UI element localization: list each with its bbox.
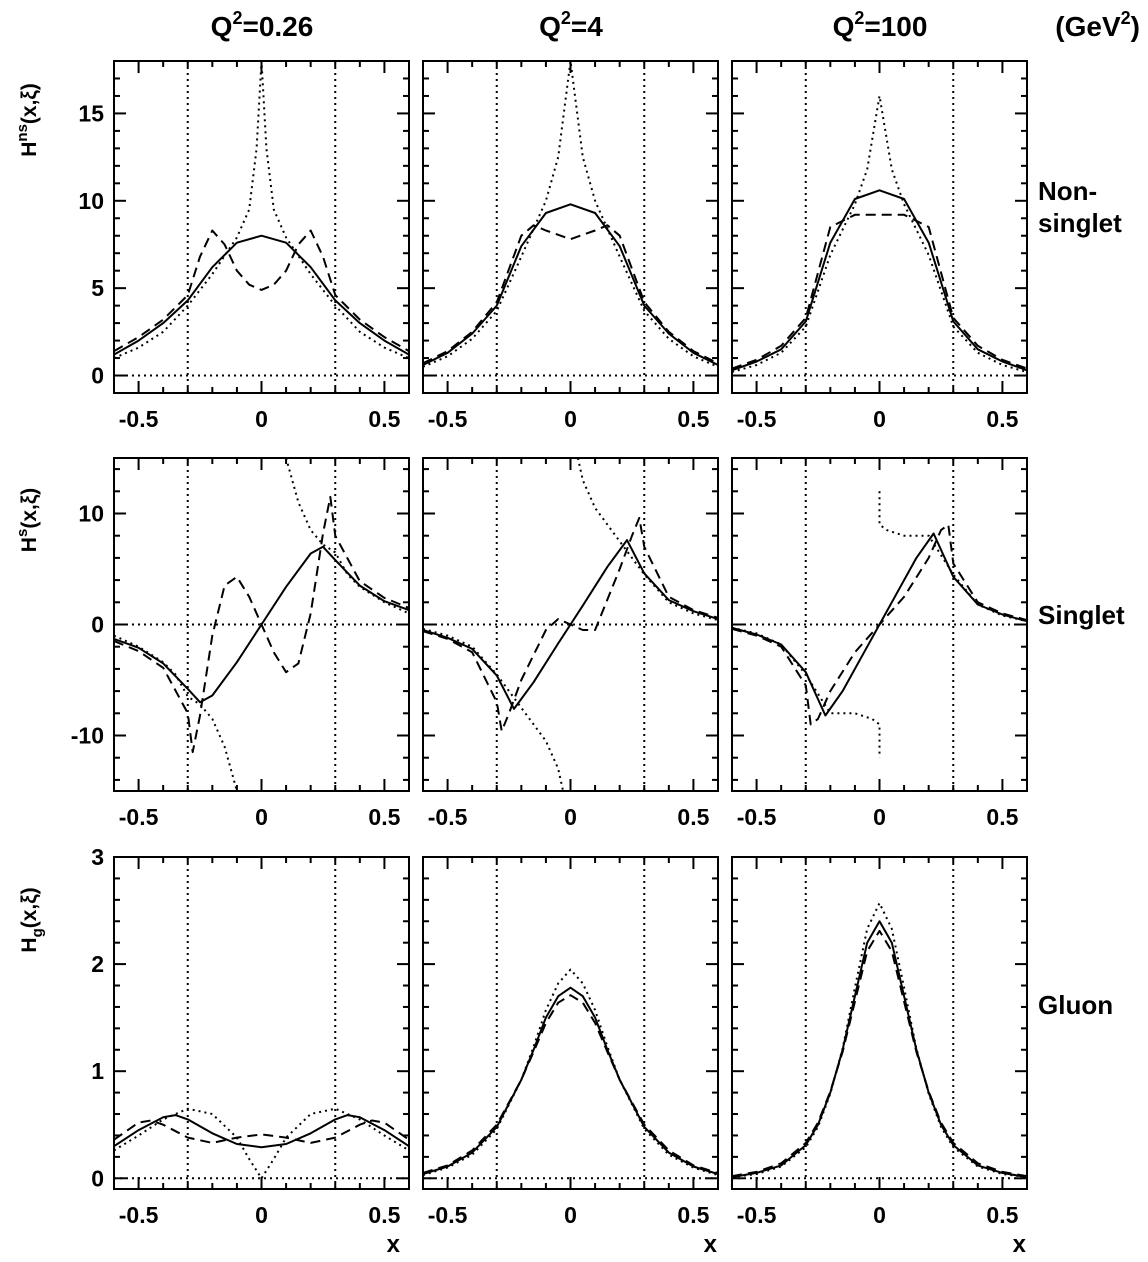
series-line-dashed <box>114 229 409 352</box>
row-label-non-singlet: Non-singlet <box>1038 176 1122 238</box>
chart-panel-s-0: -0.5 0 0.5 -10 0 10 <box>71 457 410 830</box>
x-tick-label: 0 <box>564 406 577 432</box>
series-line-solid <box>114 1114 409 1149</box>
plot-frame <box>113 60 410 394</box>
x-axis-label: x <box>387 1231 401 1258</box>
x-tick-label: 0 <box>873 804 886 830</box>
series-line-dotted <box>576 458 718 622</box>
x-tick-label: -0.5 <box>737 406 777 432</box>
x-tick-label: 0.5 <box>677 1202 709 1228</box>
plot-frame <box>422 60 719 394</box>
series-line-dotted <box>423 627 565 791</box>
x-tick-label: 0 <box>564 804 577 830</box>
y-tick-label: 1 <box>91 1058 104 1084</box>
row-label-singlet: Singlet <box>1038 600 1125 630</box>
y-tick-label: 2 <box>91 951 104 977</box>
y-tick-label: 0 <box>91 612 104 638</box>
y-tick-label: 0 <box>91 1165 104 1191</box>
y-axis-label-hs: Hs(x,ξ) <box>14 488 41 552</box>
series-line-dashed <box>423 994 718 1174</box>
series-line-dotted <box>732 94 1027 373</box>
y-tick-label: 10 <box>78 501 104 527</box>
series-line-dashed <box>423 224 718 365</box>
row-label-gluon: Gluon <box>1038 990 1113 1020</box>
series-line-dotted <box>285 458 409 615</box>
y-tick-label: 5 <box>91 275 104 301</box>
series-line-solid <box>732 920 1027 1179</box>
plot-frame <box>731 856 1028 1190</box>
x-tick-label: 0 <box>255 804 268 830</box>
x-tick-label: -0.5 <box>737 1202 777 1228</box>
y-tick-label: -10 <box>71 723 104 749</box>
x-tick-label: 0 <box>873 406 886 432</box>
series-line-dotted <box>114 634 238 791</box>
x-tick-label: 0 <box>564 1202 577 1228</box>
series-line-dashed <box>423 516 718 733</box>
series-line-dashed <box>732 213 1027 370</box>
chart-panel-g-2: -0.5 0 0.5 <box>731 856 1028 1228</box>
y-tick-label: 0 <box>91 363 104 389</box>
y-axis-label-hns: Hns(x,ξ) <box>14 83 41 157</box>
series-line-dashed <box>114 1119 409 1144</box>
plot-frame <box>113 856 410 1190</box>
chart-panel-g-0: -0.5 0 0.5 0 1 2 3 <box>91 844 410 1228</box>
x-tick-label: 0 <box>873 1202 886 1228</box>
y-tick-label: 10 <box>78 188 104 214</box>
x-tick-label: -0.5 <box>119 804 159 830</box>
chart-panel-s-1: -0.5 0 0.5 <box>422 457 719 830</box>
x-tick-label: 0.5 <box>986 406 1018 432</box>
series-line-dotted <box>423 61 718 368</box>
chart-panel-ns-0: -0.5 0 0.5 0 5 10 15 <box>78 60 410 432</box>
column-header-q2-100: Q2=100 <box>833 8 928 42</box>
chart-panel-ns-1: -0.5 0 0.5 <box>422 60 719 432</box>
x-tick-label: -0.5 <box>737 804 777 830</box>
x-tick-label: 0.5 <box>677 406 709 432</box>
series-line-solid <box>423 986 718 1175</box>
x-tick-label: 0 <box>255 406 268 432</box>
series-line-dotted <box>114 61 409 360</box>
chart-panel-g-1: -0.5 0 0.5 <box>422 856 719 1228</box>
x-tick-label: 0 <box>255 1202 268 1228</box>
x-tick-label: -0.5 <box>428 406 468 432</box>
series-line-dashed <box>732 929 1027 1178</box>
units-label: (GeV2) <box>1055 8 1140 42</box>
x-tick-label: 0.5 <box>677 804 709 830</box>
y-axis-label-hg: Hg(x,ξ) <box>18 887 46 952</box>
series-line-solid <box>114 234 409 356</box>
series-line-solid <box>423 203 718 366</box>
x-axis-label: x <box>704 1231 718 1258</box>
x-tick-label: 0.5 <box>368 1202 400 1228</box>
x-tick-label: -0.5 <box>428 1202 468 1228</box>
x-tick-label: -0.5 <box>119 406 159 432</box>
column-header-q2-4: Q2=4 <box>539 8 603 42</box>
x-tick-label: 0.5 <box>368 804 400 830</box>
y-tick-label: 3 <box>91 844 104 870</box>
chart-panel-ns-2: -0.5 0 0.5 <box>731 60 1028 432</box>
series-line-dotted <box>732 902 1027 1179</box>
y-tick-label: 15 <box>78 100 104 126</box>
series-line-dashed <box>732 523 1027 726</box>
x-tick-label: -0.5 <box>119 1202 159 1228</box>
plot-frame <box>422 856 719 1190</box>
chart-panel-s-2: -0.5 0 0.5 <box>731 457 1028 830</box>
x-tick-label: 0.5 <box>986 1202 1018 1228</box>
series-line-dotted <box>114 1107 409 1180</box>
series-line-dashed <box>114 495 409 754</box>
column-header-q2-0.26: Q2=0.26 <box>211 8 314 42</box>
series-line-solid <box>732 189 1027 372</box>
x-tick-label: 0.5 <box>368 406 400 432</box>
x-axis-label: x <box>1013 1231 1027 1258</box>
x-tick-label: -0.5 <box>428 804 468 830</box>
plot-frame <box>731 60 1028 394</box>
x-tick-label: 0.5 <box>986 804 1018 830</box>
series-line-dotted <box>423 968 718 1177</box>
series-line-dotted <box>878 491 1027 623</box>
